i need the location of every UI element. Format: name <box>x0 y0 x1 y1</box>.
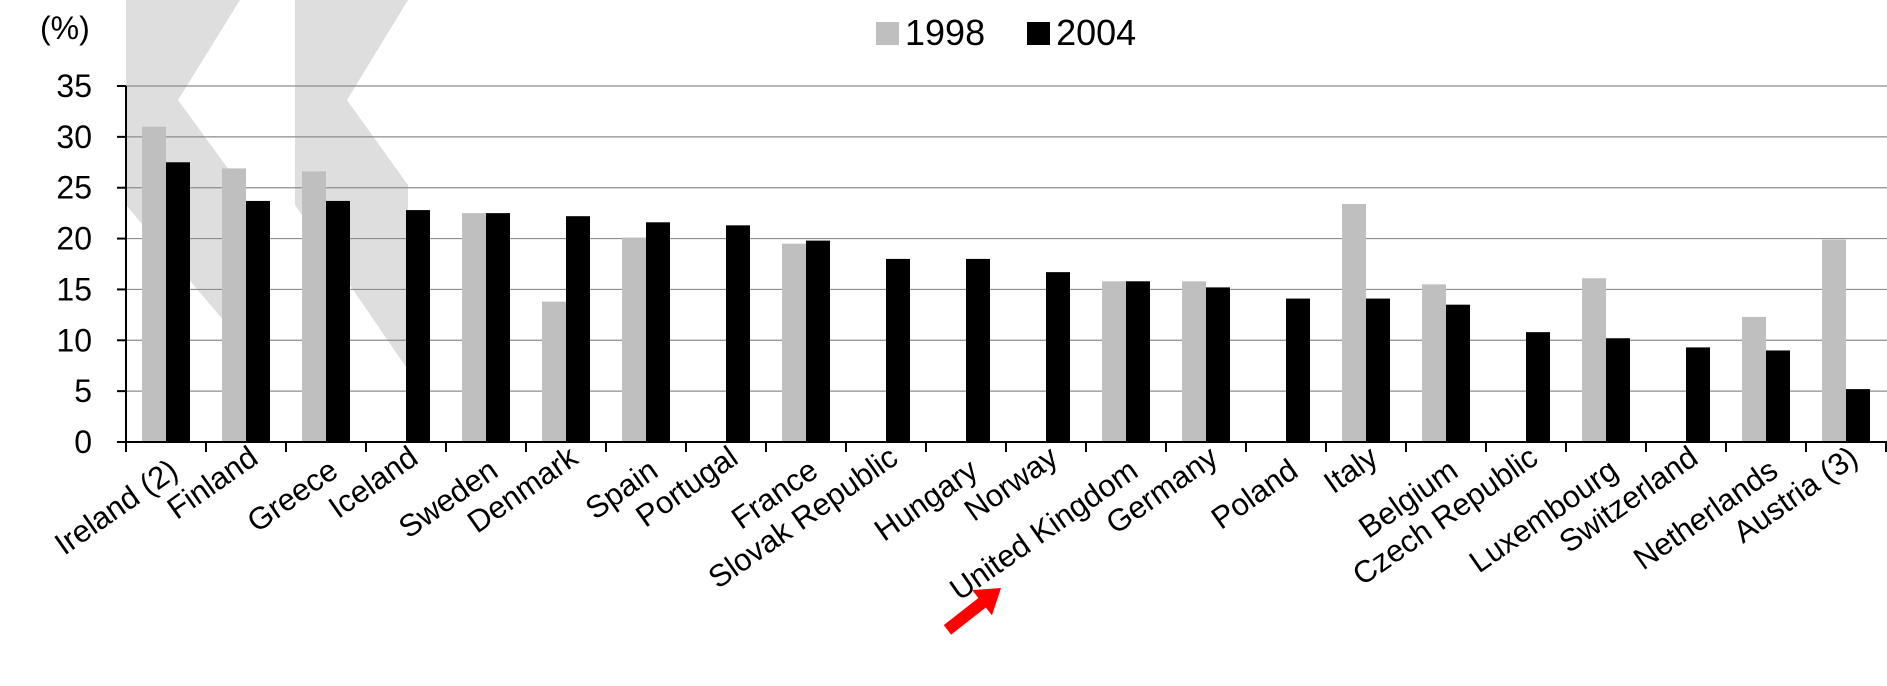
bar-2004 <box>646 222 670 442</box>
x-tick-label: Ireland (2) <box>48 452 184 562</box>
bar-2004 <box>726 225 750 442</box>
bar-2004 <box>1526 332 1550 442</box>
bar-2004 <box>166 162 190 443</box>
bar-2004 <box>1846 389 1870 442</box>
bar-1998 <box>302 171 326 442</box>
y-tick-label: 15 <box>56 271 92 307</box>
y-tick-label: 5 <box>74 373 92 409</box>
bar-1998 <box>1822 239 1846 442</box>
bar-2004 <box>406 210 430 442</box>
y-tick-label: 0 <box>74 424 92 460</box>
legend-swatch-1998 <box>876 21 899 45</box>
bar-2004 <box>966 258 990 442</box>
bar-2004 <box>246 200 270 442</box>
arrow-shape <box>943 588 1001 635</box>
bar-1998 <box>1342 203 1366 442</box>
bar-1998 <box>542 301 566 442</box>
y-tick-label: 35 <box>56 68 92 104</box>
bar-2004 <box>326 200 350 442</box>
bar-1998 <box>462 213 486 442</box>
bar-1998 <box>142 126 166 442</box>
legend: 1998 2004 <box>876 12 1178 54</box>
bar-2004 <box>566 216 590 442</box>
y-tick-label: 25 <box>56 170 92 206</box>
bar-2004 <box>1446 304 1470 442</box>
bar-2004 <box>886 258 910 442</box>
bar-2004 <box>1126 281 1150 442</box>
y-axis-unit-label: (%) <box>40 10 90 46</box>
bar-2004 <box>806 240 830 442</box>
bar-1998 <box>1102 281 1126 442</box>
y-tick-label: 20 <box>56 221 92 257</box>
bar-2004 <box>1206 287 1230 442</box>
bar-2004 <box>1606 338 1630 442</box>
x-tick-label: Italy <box>1317 439 1384 501</box>
bar-1998 <box>1422 284 1446 442</box>
legend-item-1998: 1998 <box>876 12 985 54</box>
bar-1998 <box>222 168 246 443</box>
red-arrow-icon <box>943 588 1001 635</box>
bar-1998 <box>782 243 806 442</box>
highlight-arrow <box>943 588 1001 635</box>
legend-item-2004: 2004 <box>1027 12 1136 54</box>
bar-2004 <box>1286 298 1310 442</box>
bar-2004 <box>1366 298 1390 442</box>
legend-label-2004: 2004 <box>1056 12 1137 53</box>
bar-2004 <box>486 213 510 442</box>
bar-1998 <box>622 237 646 442</box>
legend-swatch-2004 <box>1027 21 1051 45</box>
axes <box>117 85 1887 452</box>
bar-1998 <box>1582 278 1606 442</box>
bars <box>142 126 1870 443</box>
bar-1998 <box>1182 281 1206 442</box>
y-tick-label: 30 <box>56 119 92 155</box>
y-tick-label: 10 <box>56 322 92 358</box>
chevron-shape-2 <box>295 0 408 370</box>
bar-2004 <box>1766 350 1790 442</box>
legend-label-1998: 1998 <box>905 12 986 53</box>
bar-2004 <box>1686 347 1710 442</box>
bar-1998 <box>1742 316 1766 442</box>
bar-2004 <box>1046 272 1070 442</box>
